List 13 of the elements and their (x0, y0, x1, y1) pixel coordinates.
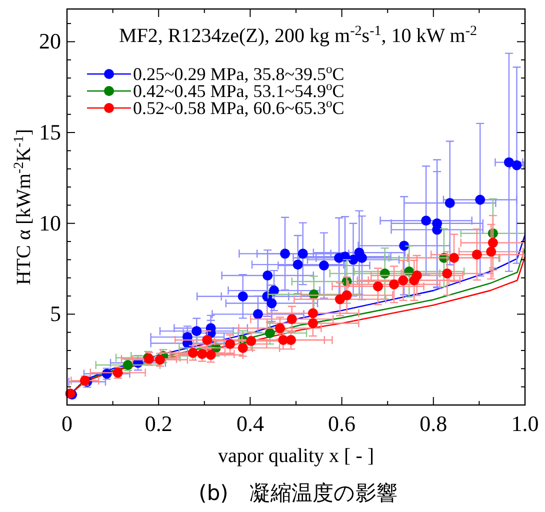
x-tick-label: 0.2 (144, 411, 172, 436)
text: MF2, R1234ze(Z), 200 kg m$^{-2}$s$^{-1}$, 10 kW m$^{-2}$ (119, 24, 477, 47)
x-tick-label: 0.4 (236, 411, 264, 436)
x-tick-label: 0.8 (420, 411, 448, 436)
y-tick-label: 15 (39, 120, 61, 145)
text: (b) 凝縮温度の影響 (198, 481, 398, 505)
x-tick-label: 0 (62, 411, 72, 436)
y-tick-label: 20 (39, 28, 61, 54)
x-tick-label: 1.0 (511, 411, 539, 436)
x-tick-label: 0.6 (328, 411, 356, 436)
x-axis-title: vapor quality x [ - ] (218, 445, 374, 467)
y-tick-label: 10 (39, 210, 61, 236)
y-tick-label: 5 (50, 301, 61, 326)
